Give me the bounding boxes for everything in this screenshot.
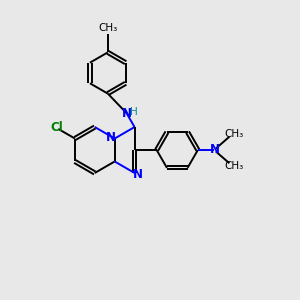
- Text: Cl: Cl: [50, 121, 63, 134]
- Text: N: N: [106, 130, 116, 143]
- Text: CH₃: CH₃: [224, 160, 243, 171]
- Text: N: N: [210, 143, 220, 157]
- Text: CH₃: CH₃: [98, 22, 117, 33]
- Text: CH₃: CH₃: [224, 129, 243, 140]
- Text: N: N: [122, 106, 131, 119]
- Text: H: H: [130, 106, 138, 116]
- Text: N: N: [133, 168, 143, 181]
